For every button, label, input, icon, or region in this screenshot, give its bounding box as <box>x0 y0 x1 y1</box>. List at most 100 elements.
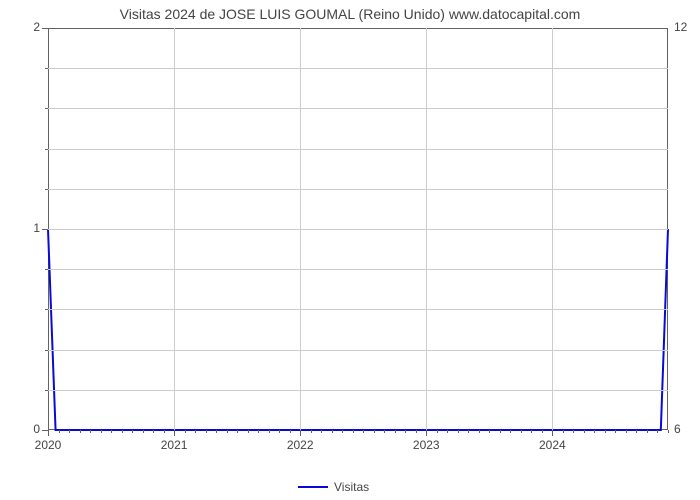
xtick-minor <box>521 430 522 433</box>
xtick-minor <box>437 430 438 433</box>
xtick-major <box>48 430 49 436</box>
x-axis-label: 2024 <box>539 438 566 452</box>
x-axis-label: 2021 <box>161 438 188 452</box>
xtick-minor <box>636 430 637 433</box>
ytick-major <box>42 229 48 230</box>
xtick-minor <box>342 430 343 433</box>
xtick-minor <box>573 430 574 433</box>
gridline-h <box>48 269 668 270</box>
xtick-minor <box>332 430 333 433</box>
xtick-minor <box>290 430 291 433</box>
gridline-h <box>48 229 668 230</box>
xtick-minor <box>80 430 81 433</box>
gridline-h <box>48 390 668 391</box>
xtick-minor <box>584 430 585 433</box>
xtick-major <box>300 430 301 436</box>
x-axis-label: 2020 <box>35 438 62 452</box>
xtick-minor <box>122 430 123 433</box>
y-axis-label-right: 12 <box>674 20 687 34</box>
xtick-minor <box>405 430 406 433</box>
xtick-minor <box>216 430 217 433</box>
xtick-minor <box>374 430 375 433</box>
xtick-minor <box>657 430 658 433</box>
xtick-minor <box>206 430 207 433</box>
xtick-minor <box>416 430 417 433</box>
y-axis-label-left: 1 <box>33 221 40 235</box>
xtick-minor <box>489 430 490 433</box>
xtick-minor <box>153 430 154 433</box>
xtick-minor <box>132 430 133 433</box>
gridline-h <box>48 149 668 150</box>
ytick-minor <box>45 149 48 150</box>
ytick-minor <box>45 269 48 270</box>
xtick-minor <box>479 430 480 433</box>
y-axis-label-left: 0 <box>33 422 40 436</box>
xtick-minor <box>248 430 249 433</box>
xtick-minor <box>227 430 228 433</box>
xtick-minor <box>510 430 511 433</box>
xtick-minor <box>69 430 70 433</box>
chart-container: Visitas 2024 de JOSE LUIS GOUMAL (Reino … <box>0 0 700 500</box>
xtick-minor <box>615 430 616 433</box>
ytick-minor <box>45 309 48 310</box>
xtick-minor <box>468 430 469 433</box>
ytick-minor <box>45 350 48 351</box>
xtick-major <box>426 430 427 436</box>
xtick-minor <box>279 430 280 433</box>
xtick-minor <box>626 430 627 433</box>
xtick-minor <box>363 430 364 433</box>
xtick-minor <box>143 430 144 433</box>
xtick-major <box>552 430 553 436</box>
series-polyline <box>48 229 668 430</box>
xtick-minor <box>594 430 595 433</box>
xtick-minor <box>101 430 102 433</box>
xtick-minor <box>195 430 196 433</box>
xtick-minor <box>395 430 396 433</box>
xtick-minor <box>269 430 270 433</box>
plot-area <box>48 28 668 430</box>
gridline-h <box>48 309 668 310</box>
xtick-minor <box>258 430 259 433</box>
legend-swatch <box>298 486 328 488</box>
xtick-minor <box>531 430 532 433</box>
xtick-minor <box>90 430 91 433</box>
xtick-minor <box>447 430 448 433</box>
xtick-minor <box>164 430 165 433</box>
xtick-minor <box>500 430 501 433</box>
legend-label: Visitas <box>334 480 369 494</box>
gridline-v <box>426 28 427 430</box>
ytick-major <box>42 28 48 29</box>
xtick-minor <box>384 430 385 433</box>
gridline-h <box>48 189 668 190</box>
xtick-minor <box>59 430 60 433</box>
xtick-minor <box>647 430 648 433</box>
ytick-minor <box>45 68 48 69</box>
xtick-minor <box>237 430 238 433</box>
x-axis-label: 2023 <box>413 438 440 452</box>
xtick-minor <box>185 430 186 433</box>
xtick-minor <box>353 430 354 433</box>
ytick-minor <box>45 189 48 190</box>
y-axis-label-left: 2 <box>33 20 40 34</box>
x-axis-label: 2022 <box>287 438 314 452</box>
gridline-h <box>48 108 668 109</box>
gridline-v <box>300 28 301 430</box>
y-axis-label-right: 6 <box>674 422 681 436</box>
chart-title: Visitas 2024 de JOSE LUIS GOUMAL (Reino … <box>0 6 700 22</box>
xtick-minor <box>321 430 322 433</box>
xtick-minor <box>668 430 669 433</box>
gridline-v <box>552 28 553 430</box>
ytick-minor <box>45 390 48 391</box>
ytick-minor <box>45 108 48 109</box>
xtick-major <box>174 430 175 436</box>
xtick-minor <box>311 430 312 433</box>
xtick-minor <box>605 430 606 433</box>
xtick-minor <box>458 430 459 433</box>
gridline-v <box>174 28 175 430</box>
xtick-minor <box>563 430 564 433</box>
legend: Visitas <box>298 480 369 494</box>
gridline-h <box>48 68 668 69</box>
xtick-minor <box>542 430 543 433</box>
xtick-minor <box>111 430 112 433</box>
gridline-h <box>48 350 668 351</box>
